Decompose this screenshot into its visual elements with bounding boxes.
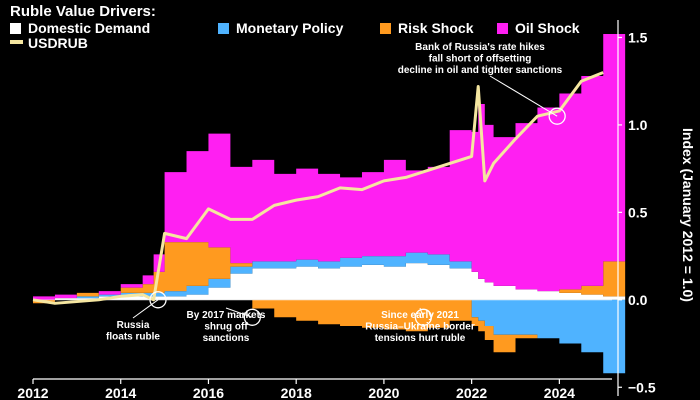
usdrub-line bbox=[32, 71, 604, 305]
x-axis: 2012 2014 2016 2018 2020 2022 2024 bbox=[17, 378, 612, 400]
annotation-text: Russia–Ukraine border bbox=[365, 322, 475, 333]
annotation-text: fall short of offsetting bbox=[429, 54, 532, 65]
annotation-marker bbox=[548, 107, 566, 125]
annotation-text: decline in oil and tighter sanctions bbox=[398, 65, 563, 76]
legend-label-risk-shock: Risk Shock bbox=[398, 20, 474, 36]
legend-label-domestic-demand: Domestic Demand bbox=[28, 20, 150, 36]
chart-title: Ruble Value Drivers: bbox=[10, 3, 156, 20]
legend-item-domestic-demand: Domestic Demand bbox=[10, 20, 150, 36]
y-axis: 1.5 1.0 0.5 0.0 −0.5 bbox=[617, 20, 656, 396]
legend: Domestic Demand Monetary Policy Risk Sho… bbox=[10, 20, 580, 51]
x-tick-label: 2012 bbox=[17, 385, 48, 400]
y-tick-label: 0.5 bbox=[628, 204, 648, 220]
legend-item-monetary-policy: Monetary Policy bbox=[218, 20, 344, 36]
legend-swatch-oil-shock bbox=[497, 23, 508, 34]
annotation-text: floats ruble bbox=[106, 332, 160, 343]
legend-swatch-domestic-demand bbox=[10, 23, 21, 34]
x-tick-label: 2024 bbox=[544, 385, 575, 400]
x-tick-label: 2020 bbox=[368, 385, 399, 400]
legend-item-risk-shock: Risk Shock bbox=[380, 20, 474, 36]
series-area-monetary-policy bbox=[33, 252, 626, 374]
y-axis-label: Index (January 2012 = 1.0) bbox=[680, 128, 696, 302]
x-tick-label: 2016 bbox=[193, 385, 224, 400]
legend-swatch-monetary-policy bbox=[218, 23, 229, 34]
x-tick-label: 2022 bbox=[456, 385, 487, 400]
annotation-leader bbox=[225, 307, 253, 318]
annotation-text: sanctions bbox=[203, 333, 250, 344]
annotation-leader bbox=[132, 299, 159, 319]
annotation-marker bbox=[149, 291, 167, 309]
legend-label-usdrub: USDRUB bbox=[28, 35, 88, 51]
annotation-marker bbox=[414, 308, 433, 326]
legend-item-oil-shock: Oil Shock bbox=[497, 20, 580, 36]
x-tick-label: 2018 bbox=[281, 385, 312, 400]
annotation-text: Bank of Russia's rate hikes bbox=[415, 42, 545, 53]
annotation-text: Russia bbox=[117, 320, 150, 331]
annotation-text: shrug off bbox=[204, 322, 248, 333]
plot-areas bbox=[33, 33, 626, 374]
annotation-leader bbox=[489, 75, 558, 117]
legend-label-oil-shock: Oil Shock bbox=[515, 20, 580, 36]
annotation-text: By 2017 markets bbox=[187, 310, 266, 321]
series-area-domestic-demand bbox=[33, 263, 626, 300]
legend-label-monetary-policy: Monetary Policy bbox=[236, 20, 344, 36]
x-tick-label: 2014 bbox=[105, 385, 136, 400]
legend-swatch-risk-shock bbox=[380, 23, 391, 34]
y-tick-label: 1.0 bbox=[628, 117, 648, 133]
legend-swatch-usdrub bbox=[10, 40, 23, 44]
annotation-text: Since early 2021 bbox=[381, 310, 459, 321]
y-tick-label: 0.0 bbox=[628, 292, 648, 308]
annotation-marker bbox=[243, 308, 261, 326]
legend-item-usdrub: USDRUB bbox=[10, 35, 88, 51]
y-tick-label: −0.5 bbox=[628, 379, 656, 395]
series-area-oil-shock bbox=[33, 33, 626, 300]
y-tick-label: 1.5 bbox=[628, 29, 648, 45]
series-area-risk-shock bbox=[33, 242, 626, 353]
annotation-text: tensions hurt ruble bbox=[375, 333, 466, 344]
